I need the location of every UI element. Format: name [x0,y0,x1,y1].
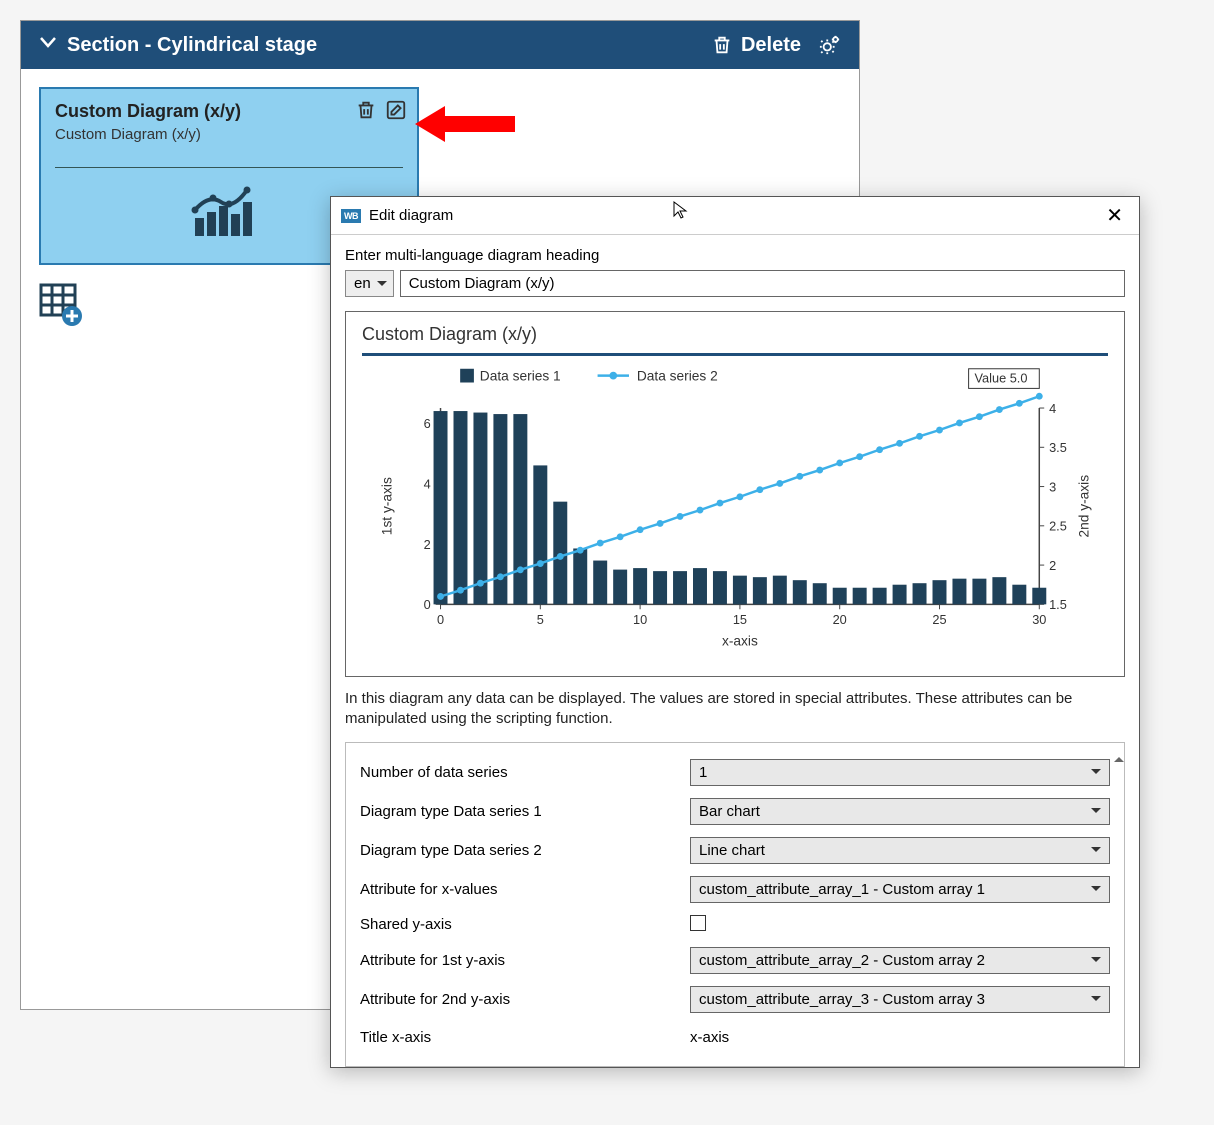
label-num-series: Number of data series [360,764,690,781]
select-attr-y2[interactable]: custom_attribute_array_3 - Custom array … [690,986,1110,1013]
svg-text:3.5: 3.5 [1049,440,1067,455]
row-attr-y2: Attribute for 2nd y-axis custom_attribut… [360,980,1110,1019]
select-type-s1[interactable]: Bar chart [690,798,1110,825]
checkbox-shared-y[interactable] [690,915,706,931]
label-attr-y2: Attribute for 2nd y-axis [360,991,690,1008]
chart-rule [362,353,1108,356]
svg-text:x-axis: x-axis [722,634,758,649]
label-type-s1: Diagram type Data series 1 [360,803,690,820]
svg-text:1st y-axis: 1st y-axis [379,477,394,535]
annotation-arrow [415,104,515,144]
svg-text:25: 25 [932,612,946,627]
gear-icon [819,34,841,56]
svg-text:Value 5.0: Value 5.0 [975,371,1028,386]
row-num-series: Number of data series 1 [360,753,1110,792]
card-divider [55,167,403,168]
row-shared-y: Shared y-axis [360,909,1110,941]
delete-label: Delete [741,34,801,57]
svg-text:20: 20 [833,612,847,627]
card-subtitle: Custom Diagram (x/y) [55,126,403,143]
chart-svg: Data series 1 Data series 2 Value 5.0 0 2 4 6 1… [362,366,1108,666]
dialog-description: In this diagram any data can be displaye… [345,689,1125,730]
svg-text:4: 4 [424,476,431,491]
language-value: en [354,275,371,292]
svg-text:10: 10 [633,612,647,627]
card-edit-icon[interactable] [385,99,407,126]
svg-text:6: 6 [424,416,431,431]
select-type-s2[interactable]: Line chart [690,837,1110,864]
row-attr-x: Attribute for x-values custom_attribute_… [360,870,1110,909]
language-select[interactable]: en [345,270,394,297]
svg-text:5: 5 [537,612,544,627]
svg-text:2: 2 [424,537,431,552]
label-attr-x: Attribute for x-values [360,881,690,898]
svg-text:Data series 1: Data series 1 [480,369,561,384]
svg-text:30: 30 [1032,612,1046,627]
card-title: Custom Diagram (x/y) [55,101,403,122]
row-type-s1: Diagram type Data series 1 Bar chart [360,792,1110,831]
label-attr-y1: Attribute for 1st y-axis [360,952,690,969]
section-title: Section - Cylindrical stage [67,34,317,57]
svg-text:1.5: 1.5 [1049,597,1067,612]
form-area: Number of data series 1 Diagram type Dat… [345,742,1125,1067]
select-num-series[interactable]: 1 [690,759,1110,786]
select-attr-x[interactable]: custom_attribute_array_1 - Custom array … [690,876,1110,903]
svg-text:2nd y-axis: 2nd y-axis [1076,475,1091,538]
row-title-x: Title x-axis x-axis [360,1019,1110,1056]
label-shared-y: Shared y-axis [360,916,690,933]
chevron-down-icon [39,33,57,57]
delete-button[interactable]: Delete [711,34,801,57]
svg-text:15: 15 [733,612,747,627]
svg-text:2.5: 2.5 [1049,519,1067,534]
heading-input-value: Custom Diagram (x/y) [409,275,555,292]
label-type-s2: Diagram type Data series 2 [360,842,690,859]
svg-text:Data series 2: Data series 2 [637,369,718,384]
close-icon[interactable]: ✕ [1100,203,1129,228]
chart-preview: Custom Diagram (x/y) Data series 1Data s… [345,311,1125,677]
heading-input[interactable]: Custom Diagram (x/y) [400,270,1125,297]
trash-icon [711,34,733,56]
add-table-button[interactable] [39,283,83,327]
dialog-title: Edit diagram [369,207,453,224]
svg-text:0: 0 [424,597,431,612]
select-attr-y1[interactable]: custom_attribute_array_2 - Custom array … [690,947,1110,974]
scroll-up-icon[interactable] [1112,749,1126,763]
section-header[interactable]: Section - Cylindrical stage Delete [21,21,859,69]
row-attr-y1: Attribute for 1st y-axis custom_attribut… [360,941,1110,980]
label-title-x: Title x-axis [360,1029,690,1046]
input-title-x[interactable]: x-axis [690,1025,1110,1050]
heading-label: Enter multi-language diagram heading [345,247,1125,264]
svg-text:0: 0 [437,612,444,627]
chart-preview-title: Custom Diagram (x/y) [362,324,1108,345]
card-delete-icon[interactable] [355,99,377,126]
row-type-s2: Diagram type Data series 2 Line chart [360,831,1110,870]
svg-text:4: 4 [1049,401,1056,416]
settings-button[interactable] [819,34,841,56]
edit-diagram-dialog: WB Edit diagram ✕ Enter multi-language d… [330,196,1140,1068]
svg-text:2: 2 [1049,558,1056,573]
app-badge: WB [341,209,361,223]
svg-text:3: 3 [1049,479,1056,494]
dialog-titlebar[interactable]: WB Edit diagram ✕ [331,197,1139,235]
